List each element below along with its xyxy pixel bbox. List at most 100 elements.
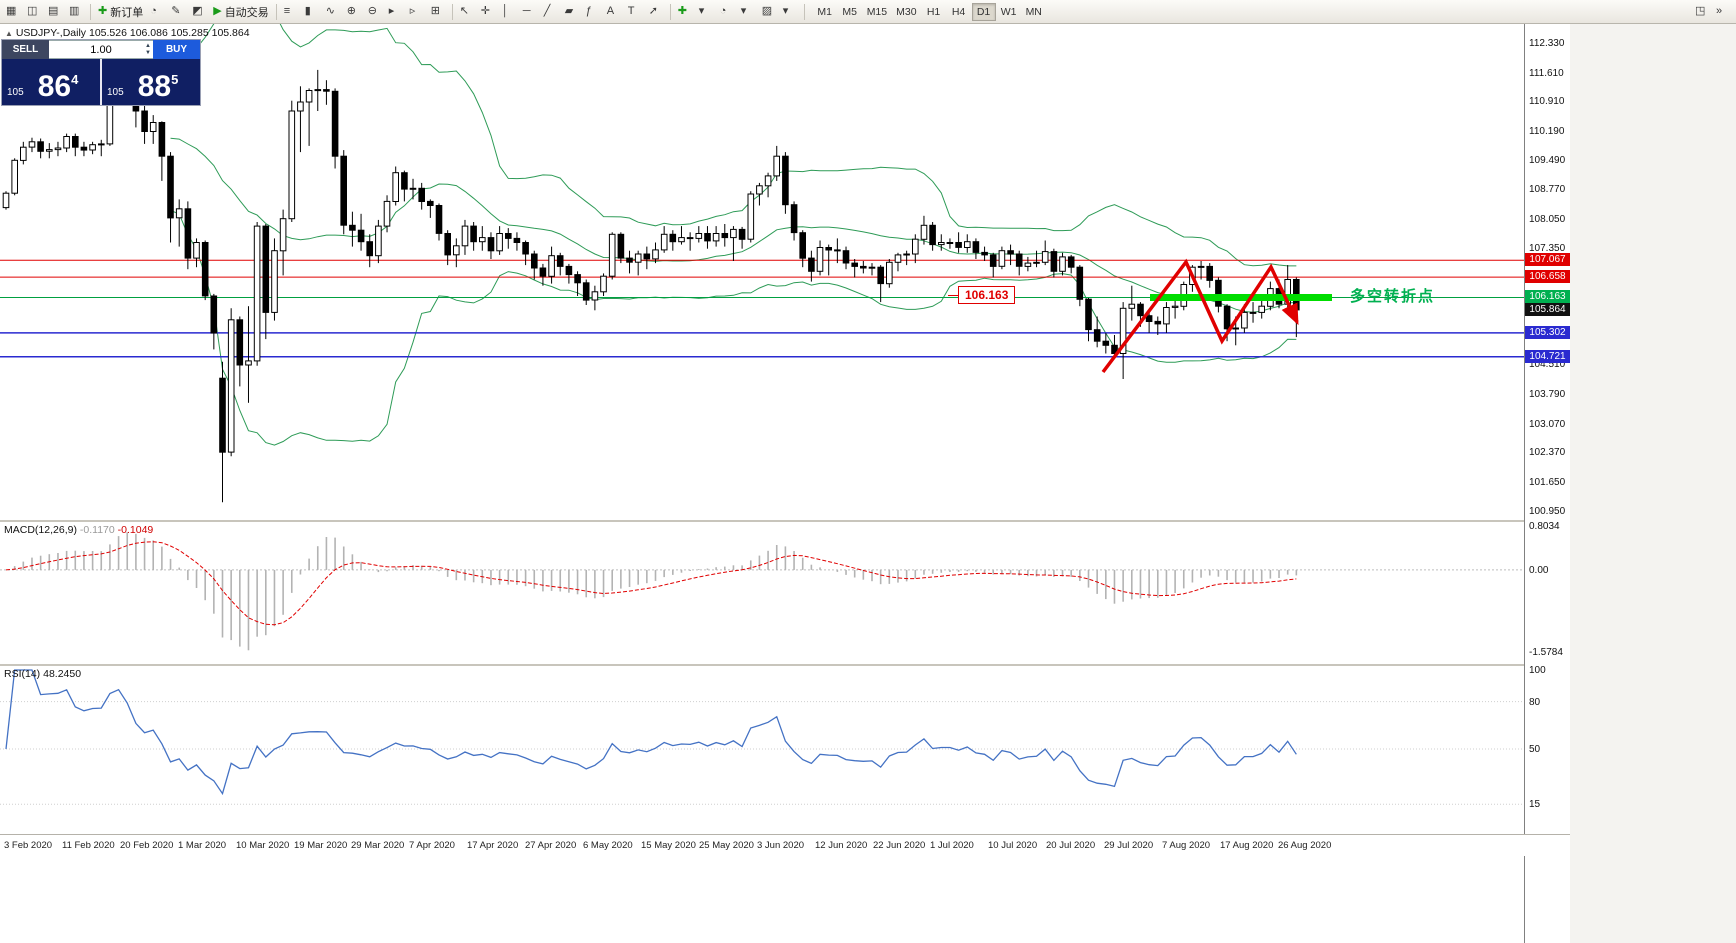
- buy-price-big: 88: [137, 70, 172, 103]
- date-label: 7 Aug 2020: [1162, 840, 1211, 851]
- timeframe-h1[interactable]: H1: [922, 3, 946, 21]
- buy-price-display[interactable]: 105 88 5: [102, 59, 200, 105]
- autotrading-icon: ▶: [213, 5, 222, 17]
- text-label-button[interactable]: T: [625, 2, 645, 22]
- price-divider: [100, 59, 102, 105]
- macd-canvas[interactable]: [0, 522, 1524, 664]
- price-tick-label: 103.070: [1529, 419, 1566, 430]
- date-label: 11 Feb 2020: [62, 840, 115, 851]
- volume-down-button[interactable]: ▼: [145, 50, 151, 56]
- time-axis[interactable]: 3 Feb 2020 11 Feb 2020 20 Feb 2020 1 Mar 20…: [0, 834, 1570, 856]
- auto-scroll-icon: ▸: [388, 5, 395, 17]
- pane-separator[interactable]: [0, 664, 1570, 666]
- cursor-button[interactable]: ↖: [457, 2, 477, 22]
- autotrading-button[interactable]: ▶ 自动交易: [210, 2, 271, 22]
- date-label: 3 Jun 2020: [757, 840, 805, 851]
- horizontal-line-button[interactable]: ─: [520, 2, 540, 22]
- indicator-scale-label: 80: [1529, 697, 1541, 708]
- chart-line-button[interactable]: ∿: [323, 2, 343, 22]
- vertical-line-button[interactable]: │: [499, 2, 519, 22]
- rsi-value: 48.2450: [43, 668, 82, 680]
- timeframe-d1[interactable]: D1: [971, 2, 996, 21]
- periods-button[interactable]: ◔: [717, 2, 737, 22]
- crosshair-icon: ✛: [480, 5, 490, 17]
- trend-arrow-drawing[interactable]: [1101, 258, 1299, 374]
- timeframe-m30[interactable]: M30: [892, 3, 920, 21]
- date-label: 1 Jul 2020: [930, 840, 974, 851]
- channel-button[interactable]: ▰: [562, 2, 582, 22]
- market-watch-button[interactable]: ▤: [45, 2, 65, 22]
- annotation-text[interactable]: 多空转折点: [1350, 288, 1436, 305]
- templates-list-button[interactable]: ▾: [780, 2, 800, 22]
- text-button[interactable]: A: [604, 2, 624, 22]
- bollinger-lower-band: [170, 210, 1297, 446]
- crosshair-button[interactable]: ✛: [478, 2, 498, 22]
- price-tick-label: 108.770: [1529, 184, 1566, 195]
- rsi-line: [5, 669, 1297, 796]
- symbol-marker-icon: ▲: [5, 29, 13, 38]
- global-settings-button[interactable]: ✎: [168, 2, 188, 22]
- zoom-out-button[interactable]: ⊖: [365, 2, 385, 22]
- price-callout[interactable]: 106.163: [947, 286, 1016, 304]
- periods-list-button[interactable]: ▾: [738, 2, 758, 22]
- templates-button[interactable]: ▨: [759, 2, 779, 22]
- volume-input[interactable]: [69, 42, 133, 57]
- strategy-tester-button[interactable]: ◩: [189, 2, 209, 22]
- timeframe-m5[interactable]: M5: [838, 3, 862, 21]
- volume-up-button[interactable]: ▲: [145, 43, 151, 49]
- indicators-list-button[interactable]: ▾: [696, 2, 716, 22]
- arrows-button[interactable]: ➚: [646, 2, 666, 22]
- timeframe-m15[interactable]: M15: [863, 3, 891, 21]
- market-watch-icon: ▤: [48, 5, 59, 17]
- indicator-scale-label: 0.00: [1529, 565, 1549, 576]
- buy-price-pip: 5: [171, 72, 179, 87]
- timeframe-h4[interactable]: H4: [947, 3, 971, 21]
- docking-button[interactable]: ◳: [1692, 2, 1712, 22]
- date-label: 10 Jul 2020: [988, 840, 1038, 851]
- text-icon: A: [606, 5, 615, 17]
- toolbar-separator: [90, 3, 91, 20]
- chart-bars-button[interactable]: ≡: [281, 2, 301, 22]
- date-label: 3 Feb 2020: [4, 840, 53, 851]
- chart-shift-button[interactable]: ▹: [407, 2, 427, 22]
- chart-symbol-period: USDJPY-,Daily: [15, 27, 87, 39]
- timeframe-m1[interactable]: M1: [813, 3, 837, 21]
- history-center-button[interactable]: ◔: [147, 2, 167, 22]
- price-tick-label: 110.910: [1529, 96, 1565, 107]
- timeframe-mn[interactable]: MN: [1022, 3, 1046, 21]
- profiles-button[interactable]: ◫: [24, 2, 44, 22]
- grid-icon: ⊞: [430, 5, 440, 17]
- macd-name: MACD(12,26,9): [4, 524, 77, 536]
- timeframe-bar: M1 M5 M15 M30 H1 H4 D1 W1 MN: [813, 2, 1046, 21]
- navigator-button[interactable]: ▥: [66, 2, 86, 22]
- grid-button[interactable]: ⊞: [428, 2, 448, 22]
- more-tools-button[interactable]: »: [1713, 2, 1733, 22]
- trendline-button[interactable]: ╱: [541, 2, 561, 22]
- timeframe-w1[interactable]: W1: [997, 3, 1021, 21]
- price-axis[interactable]: 112.330 111.610 110.910 110.190 109.490 108.7…: [1524, 24, 1570, 943]
- chart-candles-button[interactable]: ▮: [302, 2, 322, 22]
- fibonacci-button[interactable]: ƒ: [583, 2, 603, 22]
- indicators-icon: ✚: [677, 5, 687, 17]
- support-zone-drawing[interactable]: [1150, 294, 1332, 301]
- sell-button[interactable]: SELL: [2, 40, 49, 59]
- rsi-canvas[interactable]: [0, 666, 1524, 834]
- price-level-badge: 106.163: [1525, 290, 1570, 303]
- profiles-icon: ◫: [27, 5, 38, 17]
- date-label: 26 Aug 2020: [1278, 840, 1332, 851]
- pane-separator[interactable]: [0, 520, 1570, 522]
- toolbar-separator: [669, 3, 671, 20]
- date-label: 7 Apr 2020: [409, 840, 455, 851]
- sell-price-big: 86: [37, 70, 72, 103]
- new-chart-button[interactable]: ▦: [3, 2, 23, 22]
- main-chart-canvas[interactable]: [0, 24, 1524, 520]
- zoom-in-button[interactable]: ⊕: [344, 2, 364, 22]
- price-tick-label: 103.790: [1529, 389, 1566, 400]
- indicators-button[interactable]: ✚: [675, 2, 695, 22]
- auto-scroll-button[interactable]: ▸: [386, 2, 406, 22]
- sell-price-display[interactable]: 105 86 4: [2, 59, 100, 105]
- new-order-button[interactable]: ✚ 新订单: [95, 2, 146, 22]
- arrows-icon: ➚: [648, 5, 658, 17]
- buy-button[interactable]: BUY: [153, 40, 200, 59]
- indicator-scale-label: 15: [1529, 799, 1541, 810]
